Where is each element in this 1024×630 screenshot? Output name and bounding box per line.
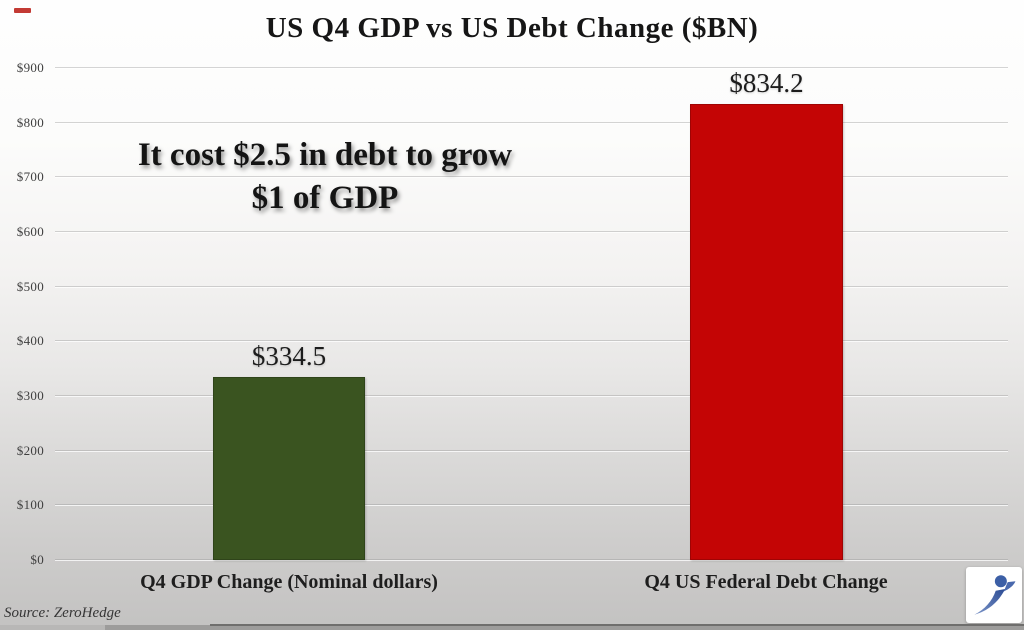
bar-column-debt: $834.2 [690,68,843,560]
gridline [55,395,1008,396]
seekbar-track-line [210,624,1024,626]
annotation-text: It cost $2.5 in debt to grow $1 of GDP [70,134,580,220]
bar-value-label-gdp: $334.5 [251,341,327,372]
y-tick-label: $100 [16,497,44,513]
gridline [55,340,1008,342]
y-tick-label: $700 [16,169,44,185]
y-tick-label: $500 [16,278,44,294]
y-tick-label: $800 [16,114,44,130]
x-axis-label-gdp: Q4 GDP Change (Nominal dollars) [140,571,438,593]
x-axis-label-debt: Q4 US Federal Debt Change [644,571,888,593]
bar-value-label-debt: $834.2 [729,68,804,98]
y-tick-label: $200 [16,442,44,458]
bar-debt-change [690,104,843,560]
gridline [55,121,1008,123]
gridline [55,67,1008,68]
y-tick-label: $600 [16,224,44,239]
annotation-line-1: It cost $2.5 in debt to grow [137,137,513,173]
gridline [55,285,1008,287]
gridline [55,176,1008,178]
bar-gdp-change [213,377,365,560]
chart-title: US Q4 GDP vs US Debt Change ($BN) [265,12,759,44]
annotation-line-2: $1 of GDP [251,180,399,216]
y-tick-label: $0 [30,552,44,567]
watermark-logo [966,567,1022,623]
corner-red-mark [14,8,31,13]
source-credit: Source: ZeroHedge [4,605,121,621]
y-tick-label: $400 [16,333,44,349]
gridline [55,504,1008,506]
y-axis-labels: $0 $100 $200 $300 $400 $500 $600 $700 $800 $900 [0,60,46,567]
gridline [55,449,1008,451]
gridline [55,559,1008,560]
y-tick-label: $900 [16,60,44,75]
video-seekbar[interactable] [0,624,1024,630]
leaping-figure-icon [974,575,1016,615]
bar-column-gdp: $334.5 [213,68,365,560]
seekbar-watched-segment [0,625,105,630]
y-tick-label: $300 [16,388,44,403]
plot-area: $334.5 $834.2 [55,67,1008,560]
gridline [55,231,1008,232]
